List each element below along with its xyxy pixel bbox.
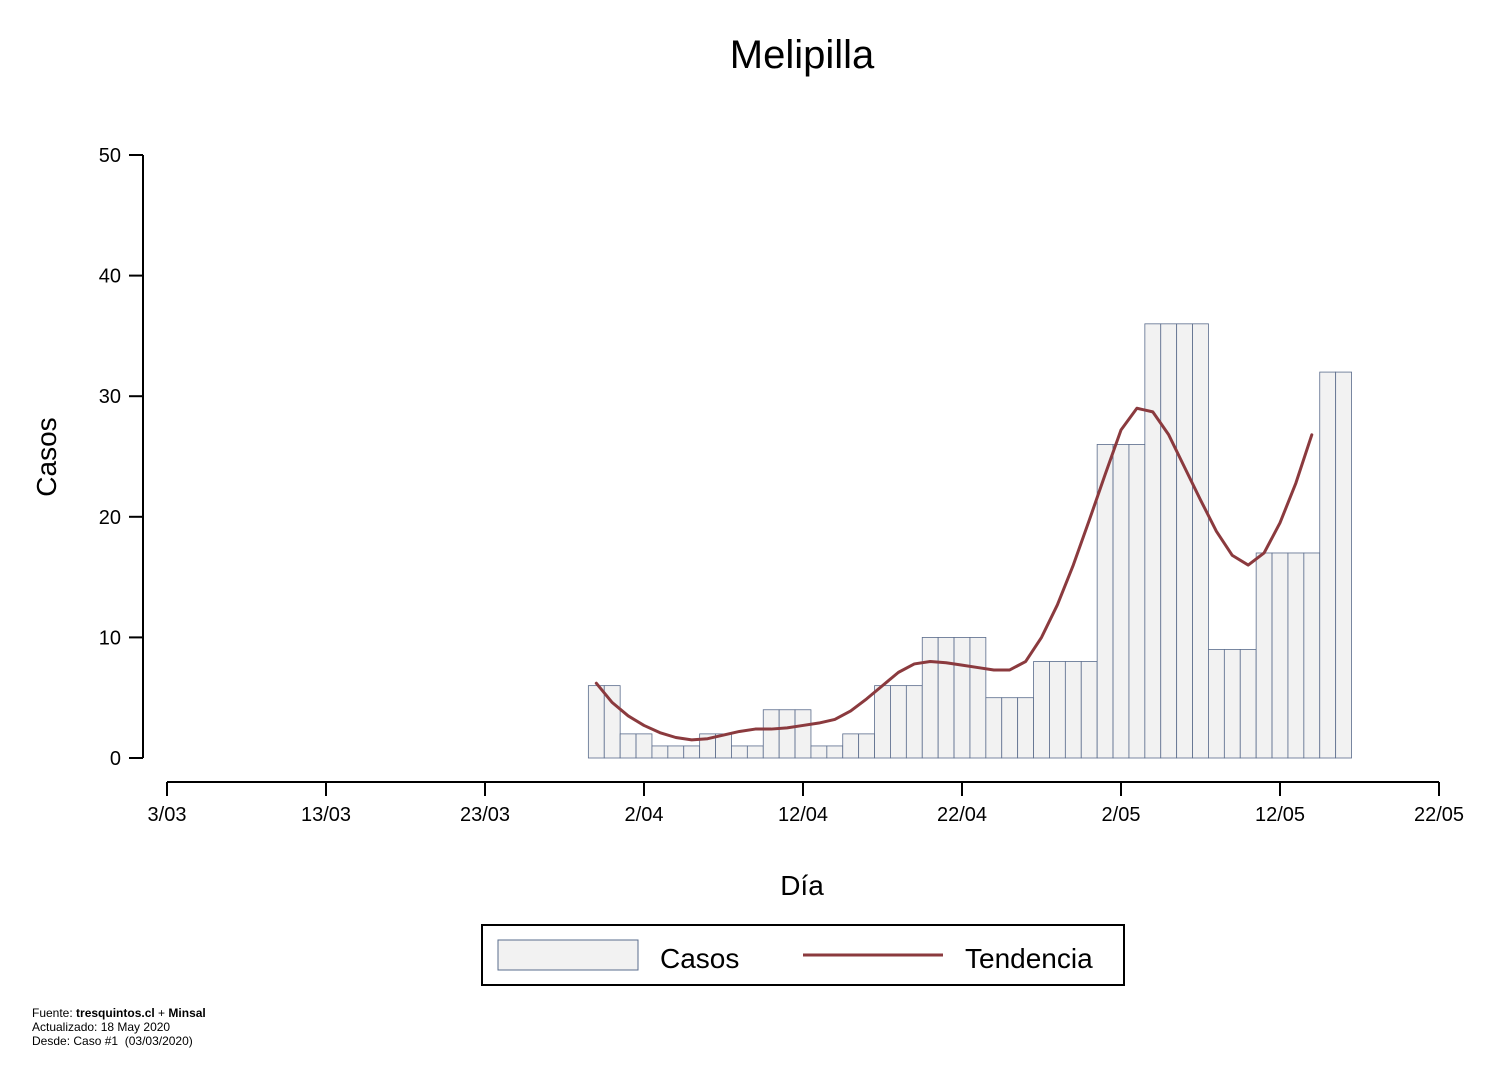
bar bbox=[826, 745, 844, 759]
x-tick-label: 3/03 bbox=[148, 804, 187, 826]
x-tick-label: 2/04 bbox=[625, 804, 664, 826]
bar bbox=[890, 685, 907, 759]
legend-label-casos: Casos bbox=[660, 943, 739, 974]
bar bbox=[667, 745, 685, 759]
chart-title: Melipilla bbox=[730, 33, 875, 77]
legend-swatch-casos bbox=[497, 939, 639, 971]
bar bbox=[762, 709, 780, 759]
x-tick-label: 23/03 bbox=[460, 804, 510, 826]
bar bbox=[1160, 323, 1178, 759]
bar bbox=[651, 745, 669, 759]
x-axis: 3/03 13/03 23/03 2/04 12/04 22/04 2/05 12/05 22/… bbox=[148, 781, 1464, 826]
footer-source-sep: + bbox=[154, 1006, 169, 1020]
bar bbox=[921, 637, 939, 759]
footer-source-org: Minsal bbox=[168, 1006, 206, 1020]
bar bbox=[985, 697, 1003, 759]
bar bbox=[1223, 649, 1241, 759]
y-tick-label: 50 bbox=[99, 145, 121, 167]
y-tick-label: 20 bbox=[99, 507, 121, 529]
y-tick-label: 0 bbox=[110, 748, 121, 770]
footer-since: Desde: Caso #1 (03/03/2020) bbox=[32, 1034, 193, 1048]
bar bbox=[1112, 444, 1130, 759]
bar bbox=[619, 733, 637, 759]
y-axis: 0 10 20 30 40 50 bbox=[99, 145, 144, 770]
bar bbox=[1192, 323, 1209, 759]
legend: Casos Tendencia bbox=[481, 924, 1125, 986]
bar bbox=[778, 709, 796, 759]
bar bbox=[603, 685, 621, 759]
bar bbox=[1176, 323, 1193, 759]
trend-line bbox=[594, 406, 1314, 742]
bar bbox=[731, 745, 748, 759]
bar bbox=[1335, 371, 1352, 759]
y-tick-label: 40 bbox=[99, 266, 121, 288]
bar bbox=[842, 733, 860, 759]
footer-source: Fuente: tresquintos.cl + Minsal bbox=[32, 1007, 206, 1020]
y-tick-label: 30 bbox=[99, 386, 121, 408]
bar bbox=[953, 637, 971, 759]
bar bbox=[1049, 661, 1066, 759]
bar bbox=[1239, 649, 1257, 759]
bar bbox=[1271, 552, 1289, 759]
bar bbox=[746, 745, 764, 759]
x-tick-label: 22/04 bbox=[937, 804, 987, 826]
bar bbox=[1001, 697, 1019, 759]
bar bbox=[1033, 661, 1050, 759]
x-axis-label: Día bbox=[780, 870, 824, 901]
legend-label-tendencia: Tendencia bbox=[965, 943, 1093, 974]
bar bbox=[874, 685, 891, 759]
bar bbox=[1128, 444, 1146, 759]
footer-updated: Actualizado: 18 May 2020 bbox=[32, 1020, 171, 1034]
x-tick-label: 22/05 bbox=[1414, 804, 1464, 826]
bar bbox=[1144, 323, 1162, 759]
y-tick-label: 10 bbox=[99, 627, 121, 649]
bar bbox=[1319, 371, 1337, 759]
bar bbox=[683, 745, 701, 759]
bar bbox=[1208, 649, 1225, 759]
bar-series bbox=[587, 323, 1352, 759]
bar bbox=[794, 709, 812, 759]
bar bbox=[1064, 661, 1082, 759]
y-axis-label: Casos bbox=[31, 417, 62, 496]
x-tick-label: 12/05 bbox=[1255, 804, 1305, 826]
bar bbox=[858, 733, 875, 759]
bar bbox=[587, 685, 605, 759]
bar bbox=[969, 637, 987, 759]
bar bbox=[1287, 552, 1305, 759]
footer-source-prefix: Fuente: bbox=[32, 1006, 77, 1020]
bar bbox=[1303, 552, 1321, 759]
bar bbox=[905, 685, 923, 759]
x-tick-label: 13/03 bbox=[301, 804, 351, 826]
x-tick-label: 12/04 bbox=[778, 804, 828, 826]
footer-source-site: tresquintos.cl bbox=[76, 1006, 155, 1020]
bar bbox=[1080, 661, 1098, 759]
bar bbox=[937, 637, 955, 759]
bar bbox=[810, 745, 828, 759]
bar bbox=[1017, 697, 1034, 759]
bar bbox=[635, 733, 653, 759]
x-tick-label: 2/05 bbox=[1102, 804, 1141, 826]
bar bbox=[1255, 552, 1273, 759]
trend-series bbox=[594, 406, 1314, 742]
